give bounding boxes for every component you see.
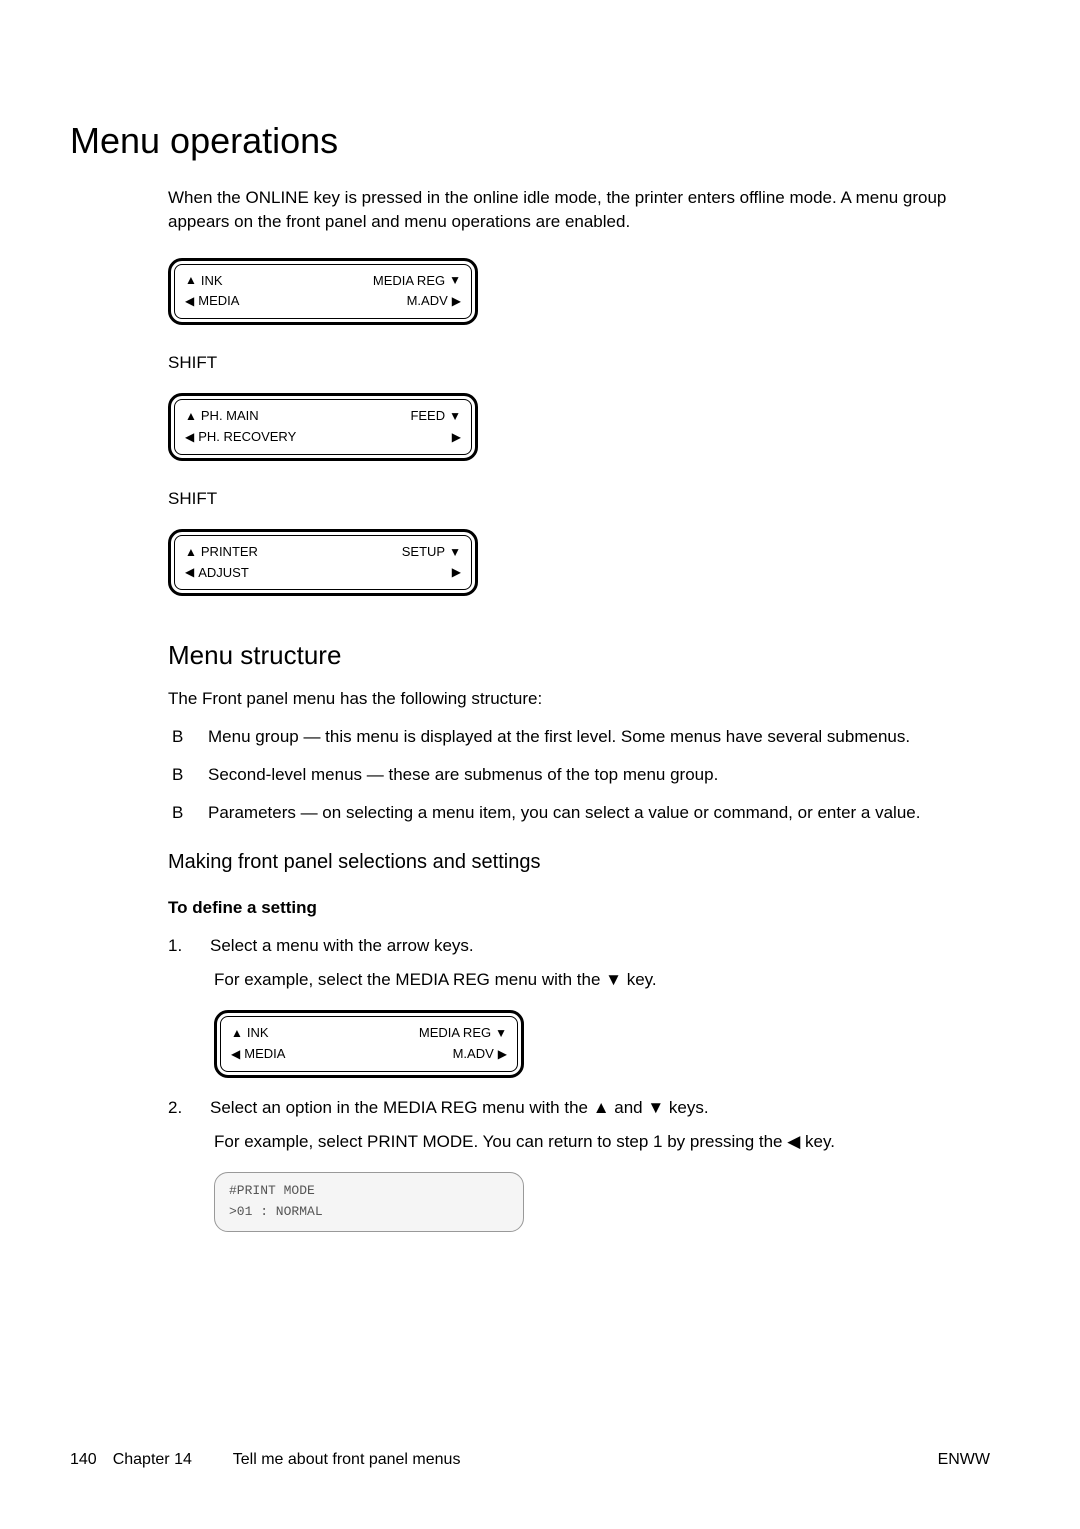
intro-text: When the ONLINE key is pressed in the on… <box>168 186 990 234</box>
lcd-panel-5: #PRINT MODE >01 : NORMAL <box>214 1172 524 1232</box>
down-arrow-icon: ▼ <box>449 407 461 426</box>
lcd-text: PH. RECOVERY <box>198 427 296 448</box>
lcd-text: MEDIA <box>244 1044 285 1065</box>
right-arrow-icon: ▶ <box>498 1045 507 1064</box>
lcd-text: INK <box>201 271 223 292</box>
left-arrow-icon: ◀ <box>185 428 194 447</box>
down-arrow-icon: ▼ <box>449 271 461 290</box>
bullet-marker: B <box>172 803 184 823</box>
step-example: For example, select PRINT MODE. You can … <box>214 1132 990 1152</box>
step-number: 1. <box>168 936 182 956</box>
define-setting-heading: To define a setting <box>168 898 990 918</box>
up-arrow-icon: ▲ <box>185 543 197 562</box>
bullet-text: Menu group — this menu is displayed at t… <box>208 727 910 747</box>
up-arrow-icon: ▲ <box>185 271 197 290</box>
lcd-panel-4: ▲ INK MEDIA REG ▼ ◀ MEDIA M.ADV ▶ <box>214 1010 524 1078</box>
lcd-text: PRINTER <box>201 542 258 563</box>
right-arrow-icon: ▶ <box>452 563 461 582</box>
lcd-text: MEDIA REG <box>373 271 445 292</box>
step-item: 2. Select an option in the MEDIA REG men… <box>168 1098 990 1118</box>
step-text: Select an option in the MEDIA REG menu w… <box>210 1098 709 1118</box>
bullet-text: Parameters — on selecting a menu item, y… <box>208 803 920 823</box>
lcd-panel-3: ▲ PRINTER SETUP ▼ ◀ ADJUST ▶ <box>168 529 478 597</box>
bullet-marker: B <box>172 765 184 785</box>
bullet-marker: B <box>172 727 184 747</box>
lcd-text: #PRINT MODE <box>229 1181 509 1202</box>
lcd-panel-2: ▲ PH. MAIN FEED ▼ ◀ PH. RECOVERY ▶ <box>168 393 478 461</box>
down-arrow-icon: ▼ <box>495 1024 507 1043</box>
left-arrow-icon: ◀ <box>185 292 194 311</box>
bullet-item: B Second-level menus — these are submenu… <box>172 765 990 785</box>
lcd-text: ADJUST <box>198 563 249 584</box>
step-number: 2. <box>168 1098 182 1118</box>
bullet-item: B Parameters — on selecting a menu item,… <box>172 803 990 823</box>
lcd-text: MEDIA REG <box>419 1023 491 1044</box>
step-text: Select a menu with the arrow keys. <box>210 936 474 956</box>
lcd-text: M.ADV <box>453 1044 494 1065</box>
step-example: For example, select the MEDIA REG menu w… <box>214 970 990 990</box>
down-arrow-icon: ▼ <box>449 543 461 562</box>
shift-label: SHIFT <box>168 353 990 373</box>
up-arrow-icon: ▲ <box>231 1024 243 1043</box>
page-number: 140 <box>70 1451 97 1469</box>
right-arrow-icon: ▶ <box>452 292 461 311</box>
lcd-text: INK <box>247 1023 269 1044</box>
lcd-text: PH. MAIN <box>201 406 259 427</box>
lcd-text: >01 : NORMAL <box>229 1202 509 1223</box>
bullet-item: B Menu group — this menu is displayed at… <box>172 727 990 747</box>
bullet-text: Second-level menus — these are submenus … <box>208 765 718 785</box>
shift-label: SHIFT <box>168 489 990 509</box>
menu-structure-heading: Menu structure <box>168 640 990 671</box>
lcd-text: FEED <box>410 406 445 427</box>
left-arrow-icon: ◀ <box>185 563 194 582</box>
left-arrow-icon: ◀ <box>231 1045 240 1064</box>
up-arrow-icon: ▲ <box>185 407 197 426</box>
lcd-text: M.ADV <box>407 291 448 312</box>
lcd-panel-1: ▲ INK MEDIA REG ▼ ◀ MEDIA M.ADV ▶ <box>168 258 478 326</box>
menu-structure-intro: The Front panel menu has the following s… <box>168 689 990 709</box>
chapter-title: Tell me about front panel menus <box>233 1451 461 1469</box>
lcd-text: MEDIA <box>198 291 239 312</box>
page-footer: 140 Chapter 14 Tell me about front panel… <box>70 1451 990 1469</box>
footer-right: ENWW <box>938 1451 990 1469</box>
right-arrow-icon: ▶ <box>452 428 461 447</box>
step-item: 1. Select a menu with the arrow keys. <box>168 936 990 956</box>
lcd-text: SETUP <box>402 542 445 563</box>
chapter-label: Chapter 14 <box>113 1451 192 1469</box>
page-title: Menu operations <box>70 120 990 162</box>
selections-heading: Making front panel selections and settin… <box>168 851 990 874</box>
